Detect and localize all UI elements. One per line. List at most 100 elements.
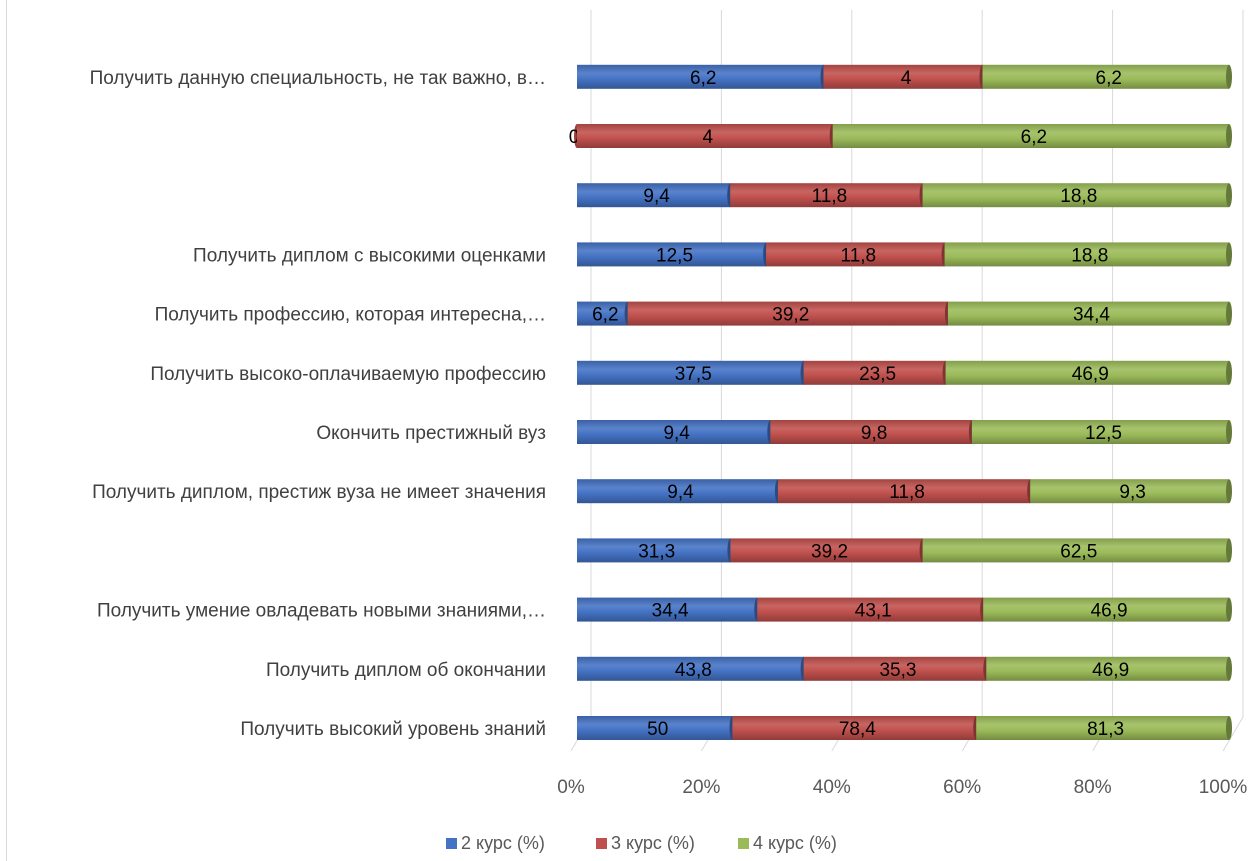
bar-segment <box>766 242 945 267</box>
bar-segment <box>577 301 628 326</box>
data-label: 18,8 <box>1071 245 1108 266</box>
category-label: Получить высоко-оплачиваемую профессию <box>150 364 546 385</box>
category-label: Получить высокий уровень знаний <box>240 719 546 740</box>
bar-segment <box>1030 479 1229 504</box>
data-label: 78,4 <box>839 719 876 740</box>
data-label: 0 <box>569 127 580 148</box>
data-label: 11,8 <box>812 186 848 207</box>
x-tick-label: 80% <box>1074 777 1112 798</box>
bar-segment <box>947 301 1229 326</box>
chart-frame-edge <box>6 0 7 861</box>
data-label: 43,1 <box>855 601 892 622</box>
legend-label: 2 курс (%) <box>461 833 545 853</box>
data-label: 50 <box>647 719 668 740</box>
data-label: 4 <box>703 127 714 148</box>
data-label: 9,4 <box>667 482 694 503</box>
data-label: 81,3 <box>1087 719 1124 740</box>
bar-segment <box>577 420 771 444</box>
bar-segment <box>577 64 824 89</box>
data-label: 9,8 <box>861 423 887 444</box>
bar-segment <box>577 183 731 208</box>
data-label: 4 <box>901 68 912 89</box>
bar-segment-end <box>1226 64 1232 89</box>
legend-label: 3 курс (%) <box>611 833 695 853</box>
data-label: 6,2 <box>690 68 716 89</box>
bar-segment-end <box>1226 597 1232 622</box>
bar-segment <box>944 242 1229 267</box>
bar-segment <box>577 656 804 681</box>
bar-segment-end <box>1226 124 1232 148</box>
data-label: 6,2 <box>1021 127 1047 148</box>
category-label: Получить диплом об окончании <box>266 660 546 681</box>
bar-segment <box>577 716 733 740</box>
bar-segment-end <box>1226 183 1232 208</box>
category-label: Получить диплом с высокими оценками <box>193 245 546 266</box>
data-label: 46,9 <box>1092 660 1129 681</box>
x-tick-label: 60% <box>943 777 981 798</box>
bar-segment-end <box>1226 420 1232 444</box>
data-label: 12,5 <box>1085 423 1122 444</box>
bar-segment <box>577 124 833 148</box>
bar-segment-end <box>1226 716 1232 740</box>
bar-segment-end <box>1226 656 1232 681</box>
bar-segment <box>770 420 972 444</box>
bar-segment <box>986 656 1229 681</box>
bar-segment <box>922 538 1229 563</box>
data-label: 9,4 <box>663 423 690 444</box>
category-label: Получить умение овладевать новыми знания… <box>97 601 546 622</box>
data-label: 6,2 <box>1096 68 1122 89</box>
x-tick-label: 20% <box>682 777 720 798</box>
data-label: 34,4 <box>652 601 689 622</box>
category-label: Окончить престижный вуз <box>316 423 546 444</box>
bar-segment-end <box>1226 242 1232 267</box>
data-label: 9,4 <box>643 186 670 207</box>
bar-segment <box>922 183 1229 208</box>
bar-segment <box>777 479 1031 504</box>
bar-segment <box>577 242 767 267</box>
legend-swatch <box>446 838 457 849</box>
data-label: 46,9 <box>1072 364 1109 385</box>
bar-segment-end <box>1226 479 1232 504</box>
legend-label: 4 курс (%) <box>753 833 837 853</box>
legend-swatch <box>738 838 749 849</box>
data-label: 31,3 <box>638 541 675 562</box>
bar-segment <box>976 716 1229 740</box>
bar-segment <box>983 597 1229 622</box>
legend-swatch <box>596 838 607 849</box>
data-label: 34,4 <box>1073 305 1110 326</box>
data-label: 9,3 <box>1119 482 1145 503</box>
bar-segment <box>730 538 923 563</box>
bar-segment <box>577 597 758 622</box>
bar-segment <box>832 124 1229 148</box>
data-label: 46,9 <box>1091 601 1128 622</box>
bar-segment <box>627 301 948 326</box>
x-tick-label: 100% <box>1199 777 1248 798</box>
category-label: Получить профессию, которая интересна,… <box>155 305 546 326</box>
bar-segment <box>757 597 984 622</box>
data-label: 18,8 <box>1060 186 1097 207</box>
bar-segment-end <box>1226 538 1232 563</box>
bar-segment <box>730 183 923 208</box>
data-label: 12,5 <box>656 245 693 266</box>
x-tick-label: 40% <box>813 777 851 798</box>
bar-segment <box>577 479 778 504</box>
gridline-floor <box>1222 716 1244 752</box>
bar-segment <box>732 716 977 740</box>
bar-segment <box>577 360 804 385</box>
bar-segment <box>971 420 1229 444</box>
data-label: 23,5 <box>859 364 896 385</box>
bar-segment <box>577 538 731 563</box>
bar-segment-end <box>1226 360 1232 385</box>
category-label: Получить диплом, престиж вуза не имеет з… <box>92 482 546 503</box>
data-label: 43,8 <box>675 660 712 681</box>
bar-segment <box>803 656 987 681</box>
bar-segment-end <box>1226 301 1232 326</box>
data-label: 37,5 <box>675 364 712 385</box>
data-label: 6,2 <box>592 305 618 326</box>
bar-segment <box>982 64 1229 89</box>
bar-segment <box>823 64 983 89</box>
category-label: Получить данную специальность, не так ва… <box>90 68 546 89</box>
data-label: 11,8 <box>889 482 925 503</box>
data-label: 39,2 <box>811 541 848 562</box>
